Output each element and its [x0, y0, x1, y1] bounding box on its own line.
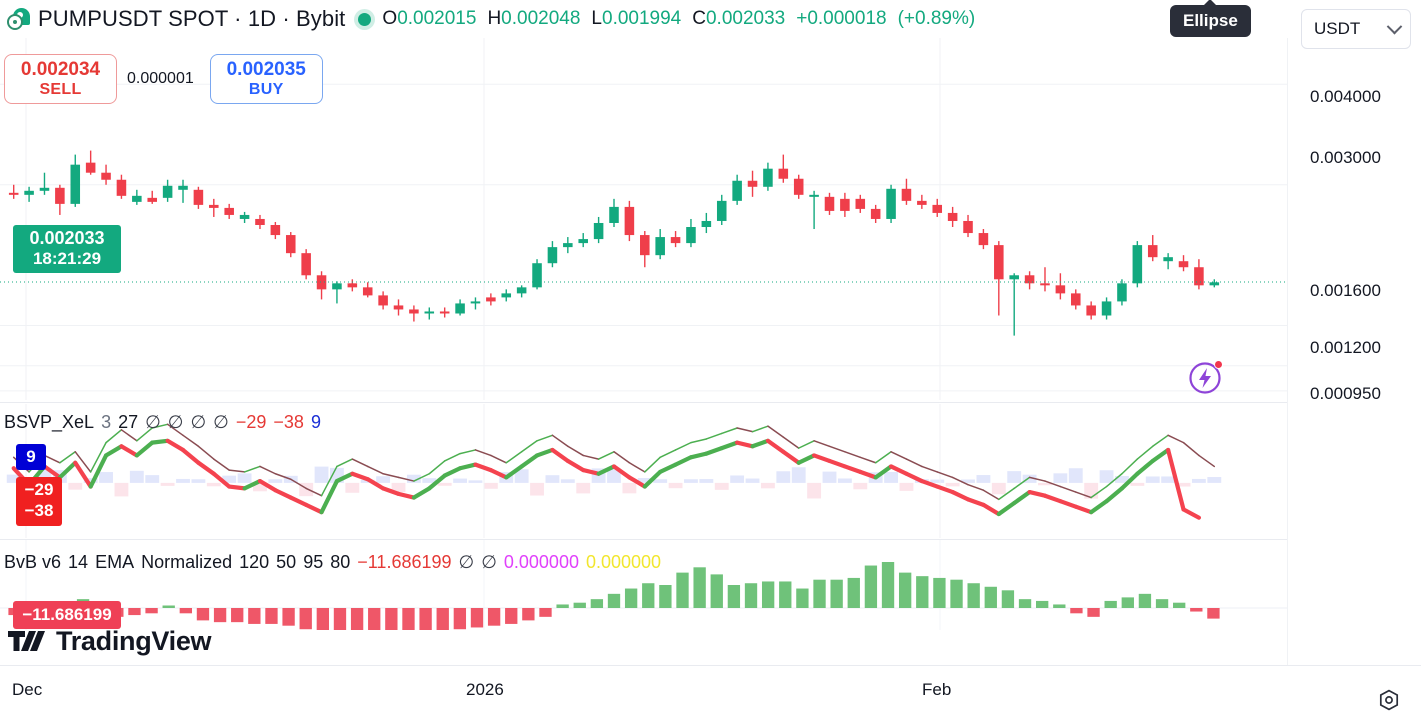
currency-select-value: USDT [1314, 19, 1361, 38]
ohlc-change-pct: (+0.89%) [897, 8, 976, 29]
bsvp-param-0: 3 [101, 412, 112, 432]
bvb-param-0: 14 [68, 552, 89, 572]
price-axis-label: 0.004000 [1310, 87, 1381, 106]
bvb-na-0: ∅ [458, 552, 475, 572]
chart-legend-bar: PUMPUSDT SPOT · 1D · Bybit O0.002015 H0.… [0, 0, 1421, 38]
bvb-value-yellow: 0.000000 [585, 552, 662, 572]
tradingview-logo-icon [8, 630, 45, 651]
sell-label: SELL [39, 80, 82, 98]
trade-widget: 0.002034 SELL 0.000001 0.002035 BUY [4, 54, 323, 104]
market-open-dot [358, 12, 372, 26]
bvb-value-pink: 0.000000 [503, 552, 579, 572]
tradingview-logo[interactable]: TradingView [8, 626, 212, 657]
bvb-value-red: −11.686199 [357, 552, 452, 572]
ai-assistant-bolt-icon[interactable] [1188, 359, 1224, 395]
bsvp-blue-badge[interactable]: 9 [16, 444, 46, 471]
bvb-param-4: 50 [276, 552, 297, 572]
time-axis-label: Dec [12, 680, 43, 699]
current-price-value: 0.002033 [29, 228, 105, 248]
pump-token-icon [6, 6, 32, 32]
pane-divider[interactable] [0, 402, 1421, 403]
price-axis-label: 0.000950 [1310, 384, 1381, 403]
bsvp-red-badge-line1: −29 [24, 480, 54, 499]
bvb-na-1: ∅ [481, 552, 497, 572]
price-chart-pane[interactable] [0, 38, 1287, 400]
ohlc-close-value: 0.002033 [705, 8, 786, 29]
time-axis-label: Feb [922, 680, 952, 699]
sell-button[interactable]: 0.002034 SELL [4, 54, 117, 104]
chevron-down-icon [1386, 18, 1403, 34]
bvb-param-5: 95 [303, 552, 324, 572]
buy-price: 0.002035 [226, 58, 306, 80]
chart-settings-icon[interactable] [1377, 688, 1401, 712]
price-axis-label: 0.001600 [1310, 281, 1381, 300]
bar-countdown: 18:21:29 [32, 249, 102, 269]
ohlc-change-abs: +0.000018 [796, 8, 887, 29]
bsvp-red-badge[interactable]: −29 −38 [16, 477, 62, 526]
bvb-param-6: 80 [330, 552, 351, 572]
bvb-name: BvB v6 [4, 552, 62, 572]
bsvp-red-badge-line2: −38 [24, 501, 54, 521]
current-price-tag[interactable]: 0.002033 18:21:29 [13, 225, 121, 274]
bvb-legend[interactable]: BvB v6 14 EMA Normalized 120 50 95 80 −1… [4, 552, 661, 573]
ohlc-values: O0.002015 H0.002048 L0.001994 C0.002033 … [382, 8, 975, 30]
ohlc-high-value: 0.002048 [501, 8, 581, 29]
spread-value: 0.000001 [127, 70, 194, 87]
bsvp-na-2: ∅ [190, 412, 207, 432]
ohlc-close-label: C [692, 8, 706, 29]
pane-divider[interactable] [0, 539, 1421, 540]
currency-select[interactable]: USDT [1301, 9, 1411, 49]
tradingview-wordmark: TradingView [56, 626, 212, 656]
symbol-title[interactable]: PUMPUSDT SPOT · 1D · Bybit [38, 6, 346, 31]
ellipse-tool-tooltip: Ellipse [1170, 0, 1251, 37]
price-axis[interactable]: 0.004000 0.003000 0.001600 0.001200 0.00… [1287, 38, 1421, 665]
bvb-param-2: Normalized [141, 552, 233, 572]
bsvp-na-1: ∅ [167, 412, 184, 432]
ohlc-high-label: H [487, 8, 502, 29]
ohlc-open-value: 0.002015 [397, 8, 477, 29]
time-axis-label: 2026 [466, 680, 504, 699]
ohlc-open-label: O [382, 8, 398, 29]
bsvp-value-red-1: −29 [235, 412, 267, 432]
ohlc-low-value: 0.001994 [602, 8, 682, 29]
bsvp-param-1: 27 [118, 412, 139, 432]
bvb-param-3: 120 [239, 552, 270, 572]
bsvp-value-red-2: −38 [273, 412, 304, 432]
time-axis[interactable]: Dec 2026 Feb [0, 666, 1421, 719]
sell-price: 0.002034 [20, 58, 101, 80]
bsvp-na-0: ∅ [145, 412, 161, 432]
price-axis-label: 0.001200 [1310, 338, 1381, 357]
pane-divider [0, 665, 1421, 666]
bsvp-value-blue: 9 [310, 412, 321, 432]
bsvp-legend[interactable]: BSVP_XeL 3 27 ∅ ∅ ∅ ∅ −29 −38 9 [4, 412, 321, 433]
bsvp-na-3: ∅ [213, 412, 229, 432]
ohlc-low-label: L [591, 8, 602, 29]
buy-button[interactable]: 0.002035 BUY [209, 54, 323, 104]
bvb-param-1: EMA [95, 552, 135, 572]
buy-label: BUY [248, 80, 284, 98]
price-axis-label: 0.003000 [1310, 148, 1381, 167]
bsvp-name: BSVP_XeL [4, 412, 95, 432]
candlestick-chart [0, 38, 1287, 400]
bvb-red-badge[interactable]: −11.686199 [13, 601, 121, 630]
